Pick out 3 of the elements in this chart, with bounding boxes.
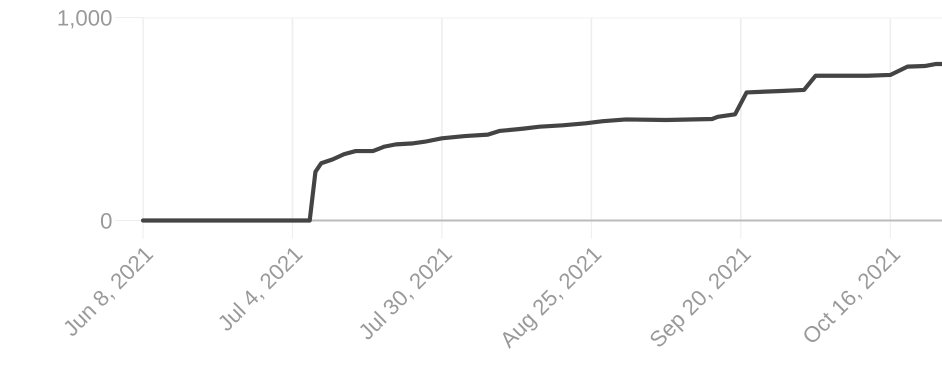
- y-tick-label: 0: [100, 213, 112, 229]
- y-tick-label: 1,000: [58, 10, 112, 28]
- line-series: [140, 62, 942, 223]
